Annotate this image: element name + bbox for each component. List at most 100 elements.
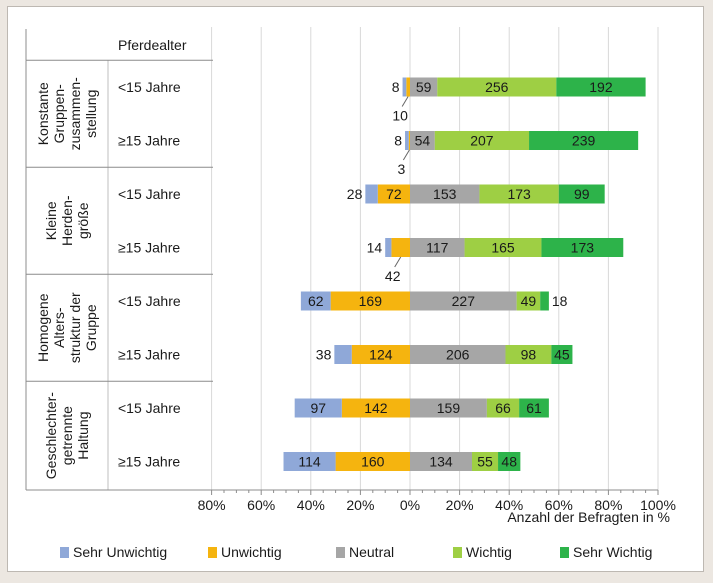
data-label: 117 [426, 240, 449, 256]
bar-segment [410, 184, 480, 204]
legend-label: Unwichtig [221, 544, 282, 560]
x-axis: Anzahl der Befragten in % 80% 60% 40% 20% 0%… [198, 489, 676, 525]
legend-swatch [453, 547, 462, 558]
data-label: 66 [495, 400, 511, 416]
data-label: 54 [415, 133, 431, 149]
category-label: ≥15 Jahre [118, 240, 180, 256]
group-label-line: zusammen- [67, 77, 83, 150]
data-label: 14 [367, 240, 383, 256]
bar-segment [434, 131, 530, 150]
group-label-line: Homogene [35, 293, 51, 362]
x-tick-label: 80% [198, 497, 226, 513]
group-label-line: Konstante [35, 82, 51, 145]
bar-segment [283, 452, 336, 471]
bar-segment [334, 345, 352, 364]
bar-segment [540, 291, 549, 311]
bar-segment [410, 398, 487, 418]
group-label-line: Gruppen- [51, 84, 67, 143]
data-label: 18 [552, 293, 568, 309]
legend-swatch [208, 547, 217, 558]
legend-item: Sehr Unwichtig [60, 544, 167, 560]
data-label: 99 [574, 186, 590, 202]
data-label: 142 [364, 400, 388, 416]
x-tick-label: 60% [545, 497, 573, 513]
category-label: <15 Jahre [118, 79, 181, 95]
legend-swatch [336, 547, 345, 558]
legend-item: Wichtig [453, 544, 512, 560]
bar-segment [541, 238, 624, 257]
data-label: 169 [359, 293, 383, 309]
bar-segment [408, 131, 410, 150]
group-label: KleineHerden-größe [43, 195, 91, 246]
legend-label: Neutral [349, 544, 394, 560]
data-label: 62 [308, 293, 324, 309]
bar-segment [516, 291, 541, 311]
bar-segment [505, 345, 552, 364]
data-label: 42 [385, 268, 401, 284]
bar-segment [335, 452, 410, 471]
category-label: ≥15 Jahre [118, 454, 180, 470]
category-label: ≥15 Jahre [118, 133, 180, 149]
bar-segment [406, 77, 410, 97]
bar-segment [464, 238, 542, 257]
group-label-line: Geschlechter- [43, 392, 59, 479]
data-label: 192 [589, 79, 613, 95]
data-label: 28 [347, 186, 363, 202]
data-label: 97 [310, 400, 326, 416]
x-tick-label: 100% [640, 497, 676, 513]
bar-segment [402, 77, 407, 97]
x-tick-label: 20% [346, 497, 374, 513]
x-tick-label: 40% [495, 497, 523, 513]
bar-segment [410, 291, 517, 311]
data-label: 8 [394, 133, 402, 149]
bar-segment [405, 131, 409, 150]
category-label: ≥15 Jahre [118, 347, 180, 363]
x-axis-label: Anzahl der Befragten in % [507, 509, 670, 525]
group-label: HomogeneAlters-struktur derGruppe [35, 292, 99, 363]
bar-segment [351, 345, 410, 364]
data-label: 160 [361, 454, 385, 470]
data-label: 61 [526, 400, 542, 416]
data-label: 10 [392, 108, 408, 124]
data-label: 72 [386, 186, 402, 202]
leader-line [401, 96, 409, 107]
x-tick-label: 60% [247, 497, 275, 513]
group-label-line: struktur der [67, 292, 83, 363]
data-label: 114 [298, 454, 321, 470]
data-label: 165 [491, 240, 515, 256]
data-label: 48 [501, 454, 517, 470]
group-label-line: Herden- [59, 195, 75, 246]
grid-lines [211, 27, 659, 490]
legend-swatch [60, 547, 69, 558]
data-label: 8 [392, 79, 400, 95]
bar-segment [385, 238, 392, 257]
category-label: <15 Jahre [118, 293, 181, 309]
category-table: Pferdealter KonstanteGruppen-zusammen-st… [25, 29, 213, 491]
bar-segment [410, 238, 465, 257]
bar-segment [391, 238, 410, 257]
diverging-bar-chart: Pferdealter KonstanteGruppen-zusammen-st… [25, 27, 676, 560]
bar-segment [519, 398, 549, 418]
bar-segment [479, 184, 559, 204]
chart-frame: Pferdealter KonstanteGruppen-zusammen-st… [7, 6, 704, 572]
x-tick-label: 80% [594, 497, 622, 513]
group-label-line: Gruppe [83, 304, 99, 351]
data-label: 207 [470, 133, 494, 149]
legend-item: Neutral [336, 544, 394, 560]
category-label: <15 Jahre [118, 186, 181, 202]
legend-item: Unwichtig [208, 544, 282, 560]
category-label: <15 Jahre [118, 400, 181, 416]
legend-label: Wichtig [466, 544, 512, 560]
group-label: KonstanteGruppen-zusammen-stellung [35, 77, 99, 150]
data-label: 55 [477, 454, 493, 470]
group-label: Geschlechter-getrennteHaltung [43, 392, 91, 479]
bar-segment [410, 131, 435, 150]
data-label: 124 [369, 347, 393, 363]
bar-segment [410, 452, 472, 471]
bar-segment [556, 77, 646, 97]
leader-line [402, 149, 410, 161]
leader-line [394, 256, 402, 268]
bar-segment [486, 398, 520, 418]
data-label: 38 [316, 347, 332, 363]
data-label: 49 [521, 293, 537, 309]
